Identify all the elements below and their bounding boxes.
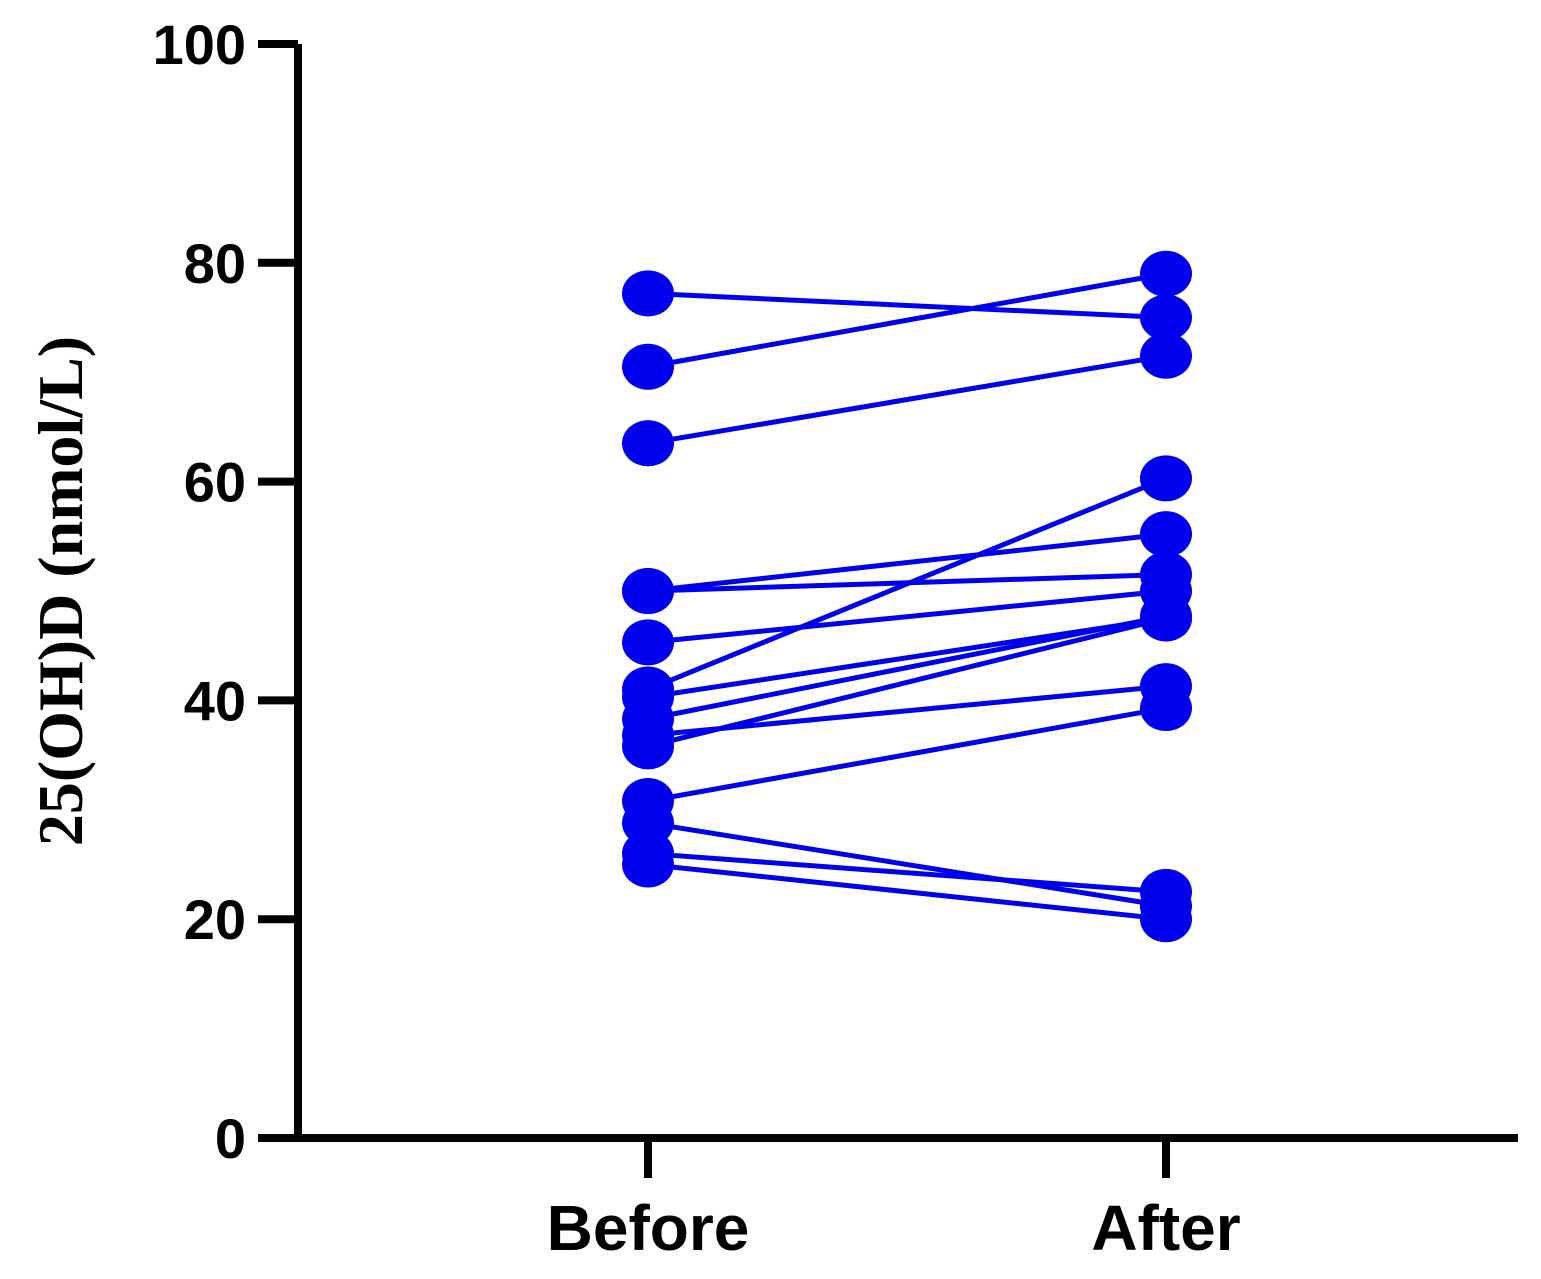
pair-line <box>647 588 1167 645</box>
y-tick-label: 100 <box>153 13 246 76</box>
point-after <box>1140 250 1192 297</box>
point-before <box>622 723 674 770</box>
y-tick-label: 20 <box>184 888 246 951</box>
point-after <box>1140 896 1192 943</box>
point-before <box>622 270 674 317</box>
point-after <box>1140 332 1192 379</box>
pair-line <box>647 353 1167 446</box>
point-before <box>622 619 674 666</box>
point-after <box>1140 595 1192 642</box>
y-ticks: 0 20 40 60 80 100 <box>153 13 298 1170</box>
point-after <box>1140 511 1192 558</box>
point-before <box>622 420 674 467</box>
y-axis-title: 25(OH)D (nmol/L) <box>25 336 96 846</box>
pair-line <box>647 615 1167 749</box>
point-before <box>622 343 674 390</box>
pair-line <box>647 476 1167 692</box>
point-after <box>1140 294 1192 341</box>
data-points <box>622 250 1192 943</box>
pair-line <box>647 862 1167 922</box>
pair-line <box>647 851 1167 895</box>
axes <box>258 44 1518 1142</box>
pair-lines <box>647 271 1167 922</box>
pair-line <box>647 705 1167 804</box>
x-ticks: Before After <box>547 1138 1241 1264</box>
paired-series <box>622 250 1192 943</box>
x-category-label: Before <box>547 1192 750 1264</box>
y-tick-label: 80 <box>184 232 246 295</box>
pair-line <box>647 820 1167 909</box>
pair-line <box>647 290 1167 320</box>
pair-line <box>647 531 1167 594</box>
x-category-label: After <box>1091 1192 1240 1264</box>
point-after <box>1140 455 1192 502</box>
y-tick-label: 0 <box>215 1107 246 1170</box>
y-tick-label: 60 <box>184 451 246 514</box>
pair-line <box>647 271 1167 370</box>
point-before <box>622 841 674 888</box>
pair-line <box>647 613 1167 722</box>
point-after <box>1140 685 1192 732</box>
point-before <box>622 568 674 614</box>
y-tick-label: 40 <box>184 669 246 732</box>
